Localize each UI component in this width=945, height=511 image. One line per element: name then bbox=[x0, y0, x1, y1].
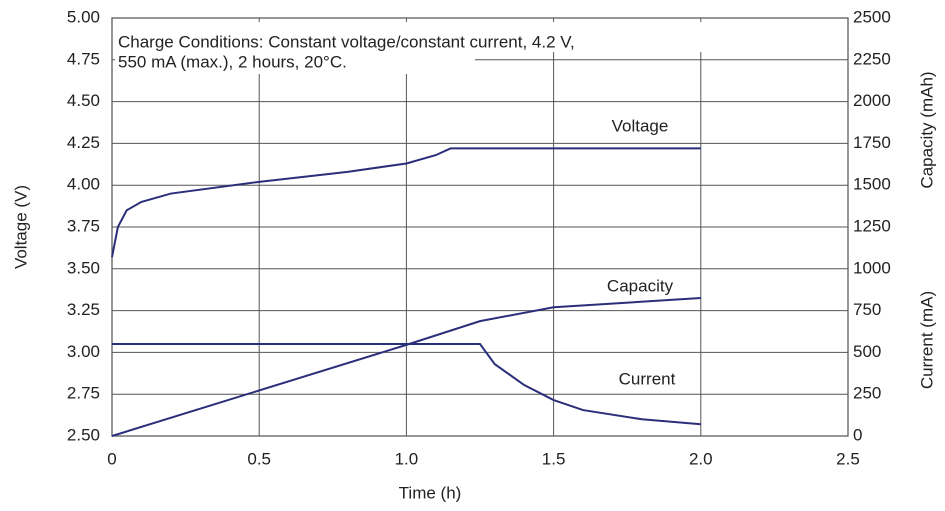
y2-tick-label: 2500 bbox=[853, 7, 891, 26]
y-tick-label: 2.50 bbox=[67, 425, 100, 444]
x-axis-title: Time (h) bbox=[399, 483, 462, 502]
y-tick-label: 4.25 bbox=[67, 133, 100, 152]
annotation-bg bbox=[115, 22, 820, 52]
series-line bbox=[111, 297, 701, 437]
x-tick-label: 1.5 bbox=[542, 449, 566, 468]
y-tick-label: 4.75 bbox=[67, 49, 100, 68]
y2-axis-title: Current (mA) bbox=[917, 291, 936, 389]
y-axis-title: Voltage (V) bbox=[11, 185, 30, 269]
y2-tick-label: 1750 bbox=[853, 133, 891, 152]
y2-tick-label: 750 bbox=[853, 300, 881, 319]
y2-tick-label: 500 bbox=[853, 342, 881, 361]
y2-tick-label: 1250 bbox=[853, 216, 891, 235]
y-tick-label: 4.50 bbox=[67, 91, 100, 110]
x-tick-label: 0 bbox=[107, 449, 116, 468]
annotation-bg bbox=[115, 52, 475, 74]
y2-tick-label: 2250 bbox=[853, 49, 891, 68]
y-tick-label: 5.00 bbox=[67, 7, 100, 26]
x-tick-label: 1.0 bbox=[395, 449, 419, 468]
annotation: Charge Conditions: Constant voltage/cons… bbox=[118, 32, 575, 51]
y2-tick-label: 250 bbox=[853, 384, 881, 403]
series-label: Capacity bbox=[607, 276, 674, 295]
y-tick-label: 2.75 bbox=[67, 384, 100, 403]
annotation: 550 mA (max.), 2 hours, 20°C. bbox=[118, 52, 347, 71]
series-label: Voltage bbox=[612, 116, 669, 135]
y-tick-label: 4.00 bbox=[67, 175, 100, 194]
y2-tick-label: 2000 bbox=[853, 91, 891, 110]
y-tick-label: 3.25 bbox=[67, 300, 100, 319]
y2-tick-label: 1000 bbox=[853, 258, 891, 277]
y-tick-label: 3.00 bbox=[67, 342, 100, 361]
y2-tick-label: 0 bbox=[853, 425, 862, 444]
series-line bbox=[112, 343, 701, 426]
x-tick-label: 2.5 bbox=[836, 449, 860, 468]
x-tick-label: 0.5 bbox=[247, 449, 271, 468]
y2-tick-label: 1500 bbox=[853, 175, 891, 194]
x-tick-label: 2.0 bbox=[689, 449, 713, 468]
y-tick-label: 3.50 bbox=[67, 258, 100, 277]
y2-axis-title: Capacity (mAh) bbox=[917, 71, 936, 188]
y-tick-label: 3.75 bbox=[67, 216, 100, 235]
series-line bbox=[111, 147, 701, 258]
series-label: Current bbox=[619, 369, 676, 388]
